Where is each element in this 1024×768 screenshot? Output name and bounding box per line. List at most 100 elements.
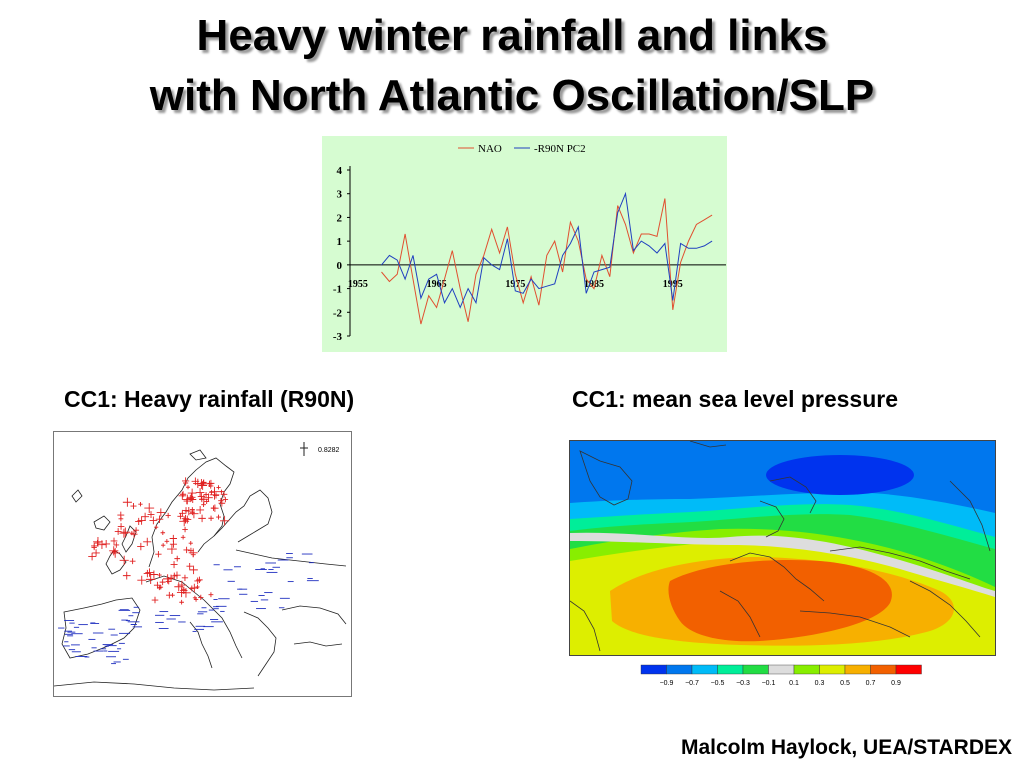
color-scale-box	[717, 664, 744, 675]
station-plus-marker	[149, 516, 158, 525]
station-plus-marker	[183, 546, 190, 554]
station-plus-marker	[129, 558, 136, 565]
station-plus-marker	[147, 511, 155, 518]
station-plus-marker	[197, 492, 205, 501]
caption-mslp: CC1: mean sea level pressure	[572, 386, 899, 412]
station-plus-marker	[122, 497, 132, 507]
station-plus-marker	[137, 575, 147, 585]
station-plus-marker	[189, 509, 199, 519]
station-plus-marker	[177, 513, 184, 520]
station-plus-marker	[198, 514, 206, 523]
station-plus-marker	[155, 551, 162, 558]
station-plus-marker	[187, 488, 197, 498]
series-line-r90n-pc2	[381, 191, 713, 309]
station-plus-marker	[110, 548, 120, 558]
station-plus-marker	[122, 571, 131, 580]
station-plus-marker	[190, 552, 196, 558]
y-tick-label: -2	[333, 307, 343, 319]
station-plus-marker	[216, 514, 221, 520]
slp-map-svg	[570, 441, 995, 655]
station-plus-marker	[165, 578, 172, 585]
x-tick-label: 1985	[584, 279, 604, 290]
series-line-nao	[381, 198, 713, 325]
station-plus-marker	[109, 546, 119, 556]
station-plus-marker	[193, 478, 203, 489]
station-plus-marker	[113, 542, 120, 548]
color-scale-labels: −0.9 −0.7 −0.5 −0.3 −0.1 0.1 0.3 0.5 0.7 0.9	[660, 680, 901, 687]
station-plus-marker	[102, 540, 111, 548]
legend-label-r90n: -R90N PC2	[534, 143, 586, 155]
station-plus-marker	[180, 586, 188, 595]
chart-axes: 4 3 2 1 0 -1 -2 -3 1955 1965 1975 1985 1995	[333, 165, 726, 343]
color-scale-label: −0.5	[711, 680, 725, 687]
station-plus-marker	[141, 512, 150, 521]
station-plus-marker	[182, 507, 190, 514]
color-scale-label: −0.7	[685, 680, 699, 687]
slide-title-line1: Heavy winter rainfall and links	[196, 11, 828, 60]
station-plus-marker	[186, 494, 194, 503]
station-plus-marker	[178, 492, 187, 500]
station-plus-marker	[170, 561, 178, 569]
station-plus-marker	[187, 547, 194, 554]
station-plus-marker	[157, 573, 162, 578]
station-plus-marker	[151, 596, 159, 604]
rainfall-map-svg: 0.8282	[54, 442, 347, 691]
slp-zero-line	[570, 532, 995, 597]
station-plus-marker	[179, 599, 184, 605]
station-plus-marker	[196, 506, 205, 514]
station-plus-marker	[222, 496, 229, 503]
nao-line-chart: NAO -R90N PC2 4 3 2 1 0 -1 -2 -3 1955 1965 1975 198…	[322, 136, 727, 352]
slp-color-scale: −0.9 −0.7 −0.5 −0.3 −0.1 0.1 0.3 0.5 0.7 0.9	[640, 664, 930, 693]
station-plus-marker	[160, 543, 166, 548]
y-tick-label: 0	[337, 260, 343, 272]
station-plus-marker	[183, 480, 189, 486]
station-plus-marker	[186, 562, 193, 570]
station-plus-marker	[143, 537, 152, 546]
station-plus-marker	[220, 516, 230, 526]
station-plus-marker	[196, 576, 203, 584]
color-scale-box	[768, 664, 795, 675]
chart-series	[381, 191, 713, 325]
station-plus-marker	[137, 542, 145, 551]
station-plus-marker	[119, 528, 129, 538]
station-plus-marker	[209, 489, 215, 495]
station-plus-marker	[183, 497, 191, 505]
station-plus-marker	[220, 490, 228, 498]
slp-correlation-map	[569, 440, 996, 656]
station-plus-marker	[110, 537, 118, 545]
station-plus-marker	[210, 505, 217, 511]
station-plus-marker	[208, 592, 214, 598]
station-plus-marker	[164, 539, 170, 544]
station-plus-marker	[114, 528, 122, 535]
color-scale-boxes	[640, 664, 922, 675]
station-plus-marker	[179, 491, 187, 498]
color-scale-label: −0.3	[736, 680, 750, 687]
station-plus-marker	[187, 493, 196, 502]
color-scale-box	[819, 664, 846, 675]
station-plus-marker	[186, 485, 191, 490]
color-scale-box	[895, 664, 922, 675]
station-plus-marker	[117, 523, 125, 530]
color-scale-label: 0.1	[789, 680, 799, 687]
station-plus-marker	[149, 570, 158, 579]
color-scale-box	[742, 664, 769, 675]
station-plus-marker	[92, 549, 100, 557]
color-scale-label: 0.9	[891, 680, 901, 687]
slp-low-center	[766, 455, 914, 495]
station-plus-marker	[169, 540, 178, 548]
color-scale-box	[844, 664, 871, 675]
color-scale-box	[691, 664, 718, 675]
station-plus-marker	[166, 591, 173, 599]
slp-high-center	[668, 559, 892, 642]
station-plus-marker	[120, 527, 131, 537]
station-plus-marker	[219, 489, 224, 494]
station-plus-marker	[154, 525, 159, 530]
station-plus-marker	[193, 597, 199, 602]
station-plus-marker	[216, 485, 221, 490]
slide-title-line2: with North Atlantic Oscillation/SLP	[149, 71, 875, 120]
station-plus-marker	[130, 503, 137, 510]
station-plus-marker	[143, 569, 152, 578]
station-plus-marker	[145, 568, 154, 577]
station-plus-marker	[88, 552, 96, 561]
y-tick-label: -3	[333, 331, 343, 343]
